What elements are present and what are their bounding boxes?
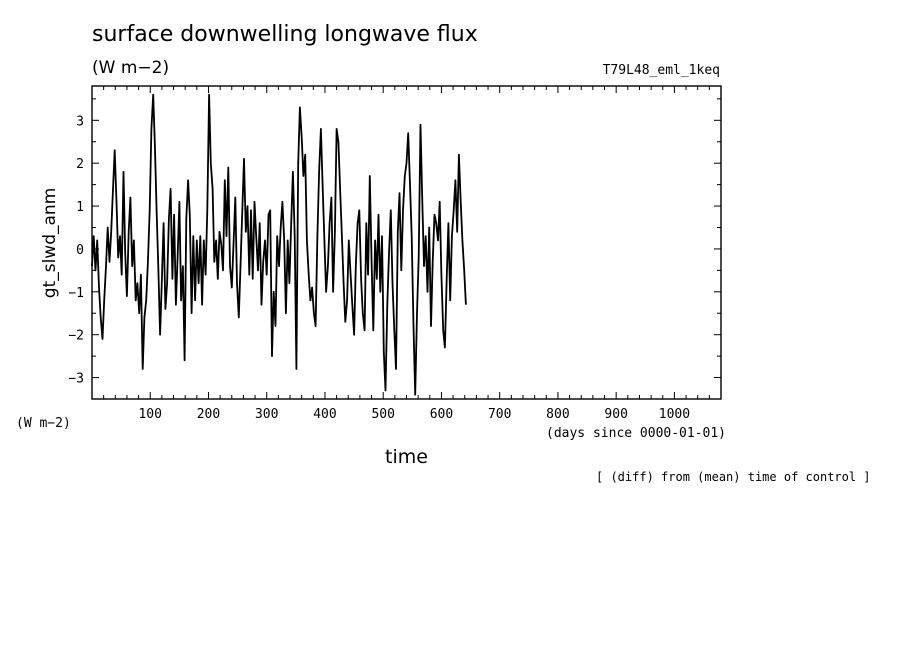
y-tick-label: 0 (76, 243, 84, 258)
x-tick-label: 300 (255, 407, 278, 422)
x-tick-label: 900 (604, 407, 627, 422)
y-axis-label: gt_slwd_anm (40, 188, 60, 298)
y-tick-label: −3 (68, 372, 84, 387)
y-tick-label: −1 (68, 286, 84, 301)
x-tick-label: 600 (430, 407, 453, 422)
x-tick-label: 200 (197, 407, 220, 422)
x-tick-label: 800 (546, 407, 569, 422)
y-axis-units: (W m−2) (16, 416, 71, 431)
x-axis-units: (days since 0000-01-01) (546, 426, 727, 441)
chart-units: (W m−2) (92, 58, 170, 78)
y-tick-label: 2 (76, 157, 84, 172)
y-tick-label: 1 (76, 200, 84, 215)
comparison-note: [ (diff) from (mean) time of control ] (596, 470, 871, 484)
series-line-0 (91, 93, 467, 396)
x-tick-label: 500 (371, 407, 394, 422)
chart-title: surface downwelling longwave flux (92, 22, 478, 47)
y-tick-label: −2 (68, 329, 84, 344)
x-axis-label: time (385, 446, 428, 468)
y-tick-label: 3 (76, 114, 84, 129)
x-tick-label: 700 (488, 407, 511, 422)
x-tick-label: 1000 (659, 407, 690, 422)
run-label: T79L48_eml_1keq (602, 63, 720, 78)
x-tick-label: 100 (138, 407, 161, 422)
x-tick-label: 400 (313, 407, 336, 422)
